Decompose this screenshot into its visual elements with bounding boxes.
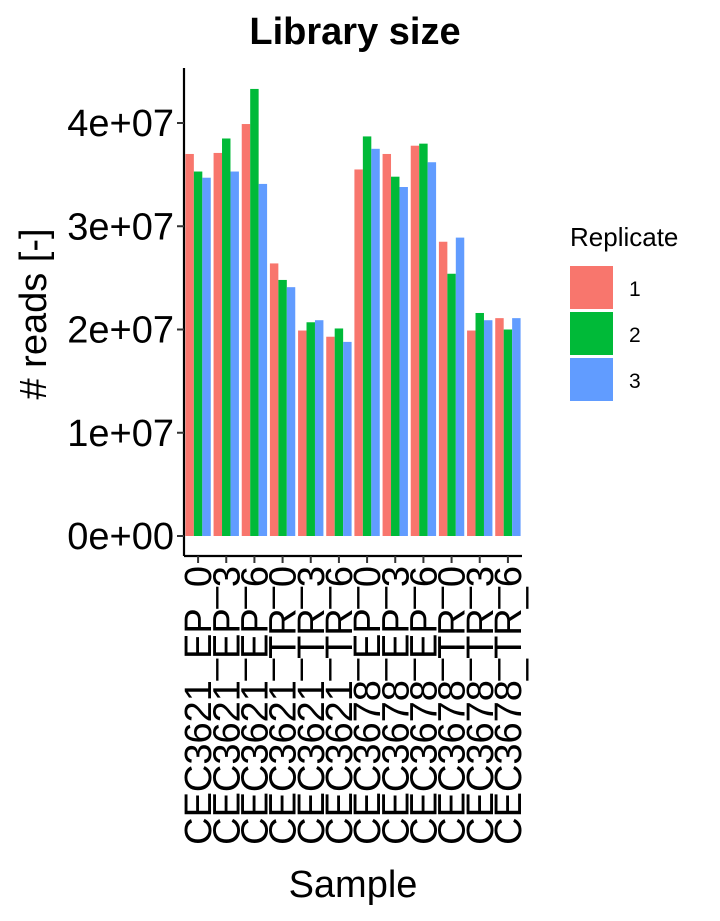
legend: Replicate 1 2 3	[570, 222, 678, 401]
bar-CEC3621_EP_6-rep-3	[258, 183, 268, 537]
bar-CEC3678_TR_6-rep-1	[495, 318, 504, 536]
x-tick-label: CEC3621_EP_0	[178, 566, 220, 845]
x-tick-label: CEC3621_TR_3	[291, 566, 333, 845]
x-tick-label: CEC3678_TR_6	[488, 566, 530, 845]
bar-CEC3621_TR_0-rep-1	[269, 263, 279, 536]
bar-CEC3621_TR_0-rep-2	[278, 279, 287, 536]
x-tick-label: CEC3621_EP_3	[206, 566, 248, 845]
y-tick-label: 3e+07	[67, 206, 174, 248]
bar-CEC3621_TR_6-rep-1	[326, 336, 335, 536]
x-tick-label: CEC3678_EP_0	[347, 566, 389, 845]
y-axis-title: # reads [-]	[13, 228, 55, 399]
x-tick-label: CEC3678_EP_6	[403, 566, 445, 845]
bar-CEC3678_EP_0-rep-1	[354, 169, 363, 536]
bar-CEC3621_EP_3-rep-2	[222, 138, 231, 537]
legend-label-1: 1	[629, 278, 641, 301]
bar-CEC3621_EP_0-rep-2	[193, 171, 203, 536]
chart-title: Library size	[249, 11, 460, 53]
bar-CEC3678_TR_0-rep-2	[447, 273, 456, 536]
x-tick-label: CEC3621_TR_0	[263, 566, 305, 845]
bar-CEC3678_EP_3-rep-2	[391, 176, 400, 536]
x-tick-label: CEC3678_EP_3	[375, 566, 417, 845]
x-tick-label: CEC3621_EP_6	[234, 566, 276, 845]
x-tick-label: CEC3678_TR_0	[432, 566, 474, 845]
bar-CEC3621_EP_3-rep-1	[213, 152, 223, 536]
bar-CEC3678_EP_6-rep-3	[427, 162, 437, 537]
bars-group	[185, 88, 521, 537]
legend-swatch-2	[570, 312, 613, 355]
bar-CEC3678_TR_3-rep-3	[483, 320, 493, 536]
legend-swatch-1	[570, 266, 613, 309]
bar-CEC3621_EP_0-rep-3	[202, 177, 211, 536]
x-axis-title: Sample	[289, 864, 418, 906]
bar-CEC3678_EP_3-rep-3	[399, 187, 408, 536]
legend-swatch-3	[570, 358, 613, 401]
bar-CEC3621_TR_3-rep-1	[298, 330, 307, 536]
y-tick-label: 4e+07	[67, 103, 174, 145]
bar-CEC3621_TR_3-rep-3	[314, 320, 324, 536]
bar-CEC3678_EP_0-rep-3	[371, 148, 380, 536]
bar-CEC3678_EP_6-rep-2	[419, 143, 428, 536]
x-tick-label: CEC3678_TR_3	[460, 566, 502, 845]
bar-CEC3678_TR_3-rep-2	[475, 312, 484, 536]
bar-CEC3678_TR_6-rep-3	[512, 318, 521, 536]
y-tick-label: 0e+00	[67, 516, 174, 558]
bar-CEC3678_EP_6-rep-1	[410, 145, 420, 536]
bar-CEC3678_EP_0-rep-2	[362, 136, 372, 537]
bar-CEC3678_TR_3-rep-1	[467, 330, 476, 536]
bar-CEC3678_EP_3-rep-1	[382, 153, 392, 536]
y-tick-label: 2e+07	[67, 310, 174, 352]
y-axis: 0e+00 1e+07 2e+07 3e+07 4e+07	[67, 68, 186, 558]
y-tick-label: 1e+07	[67, 413, 174, 455]
bar-CEC3678_TR_6-rep-2	[503, 329, 513, 536]
x-axis: CEC3621_EP_0CEC3621_EP_3CEC3621_EP_6CEC3…	[178, 554, 530, 845]
bar-CEC3678_TR_0-rep-1	[438, 241, 448, 537]
legend-label-2: 2	[629, 324, 641, 347]
bar-CEC3621_TR_0-rep-3	[286, 287, 296, 536]
bar-CEC3621_TR_6-rep-3	[343, 341, 352, 536]
bar-CEC3678_TR_0-rep-3	[455, 237, 465, 537]
bar-CEC3621_EP_6-rep-2	[250, 88, 259, 537]
x-tick-label: CEC3621_TR_6	[319, 566, 361, 845]
bar-CEC3621_TR_3-rep-2	[306, 322, 315, 536]
legend-title: Replicate	[570, 222, 678, 252]
bar-CEC3621_EP_6-rep-1	[241, 124, 251, 536]
bar-CEC3621_EP_3-rep-3	[230, 171, 239, 536]
legend-label-3: 3	[629, 370, 641, 393]
bar-CEC3621_EP_0-rep-1	[185, 153, 194, 536]
bar-CEC3621_TR_6-rep-2	[334, 328, 344, 536]
